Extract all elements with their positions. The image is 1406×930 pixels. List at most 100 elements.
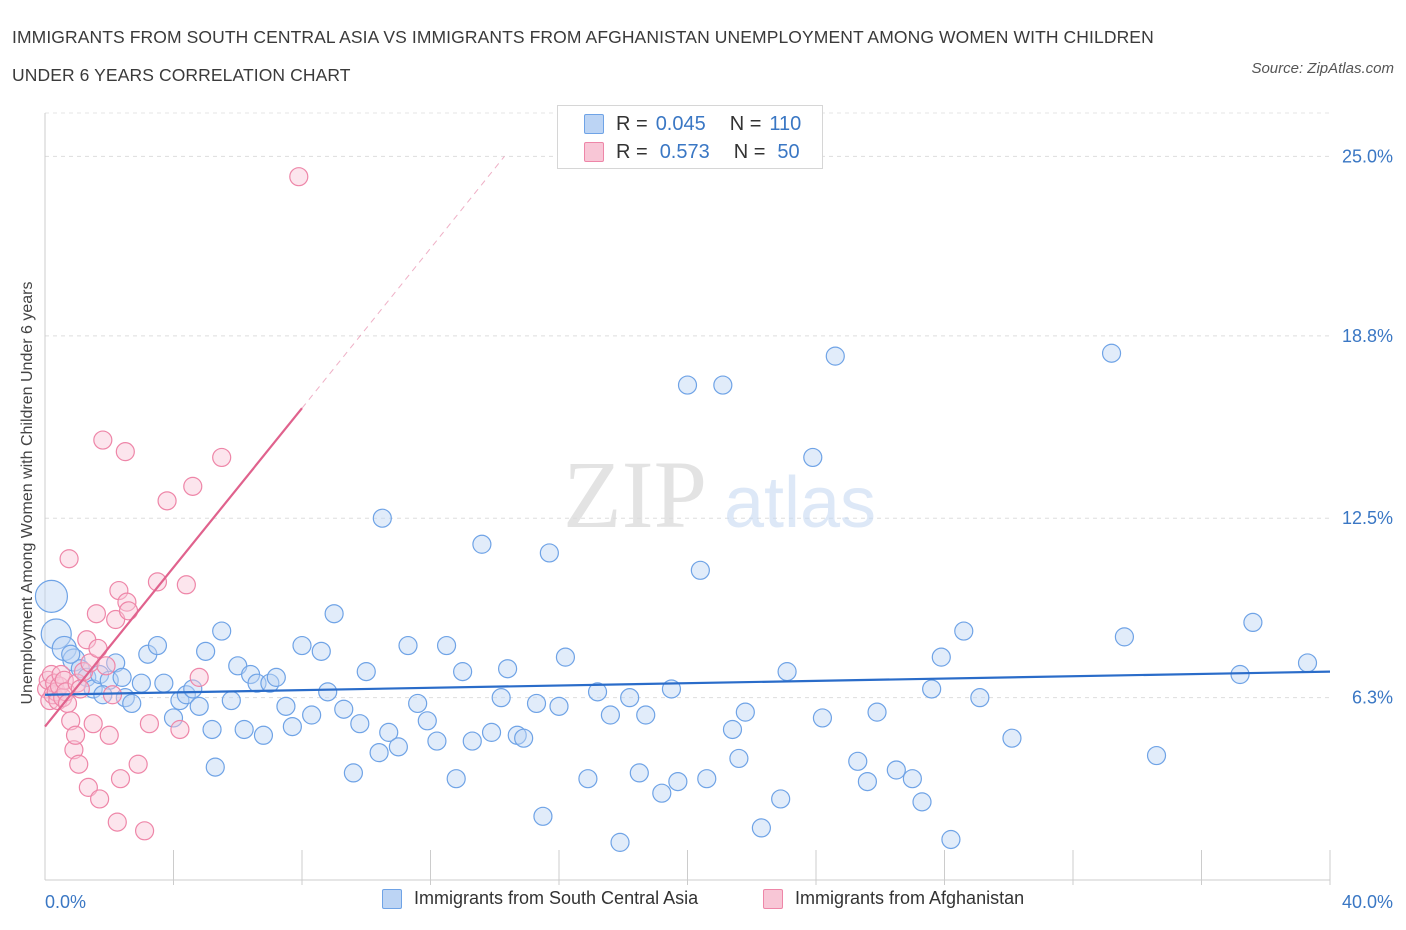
data-point: [668, 771, 688, 792]
source-label: Source: ZipAtlas.com: [1251, 60, 1394, 77]
data-point: [578, 769, 598, 789]
data-point: [735, 702, 755, 722]
data-point: [86, 604, 107, 624]
data-point: [1101, 343, 1122, 363]
data-point: [276, 696, 296, 716]
data-point: [212, 621, 232, 641]
legend-label-afghanistan: Immigrants from Afghanistan: [795, 888, 1025, 908]
data-point: [555, 647, 576, 667]
data-point: [292, 635, 312, 656]
data-point: [902, 769, 922, 789]
data-point: [526, 693, 547, 714]
data-point: [812, 708, 833, 728]
data-point: [350, 714, 370, 734]
data-point: [481, 722, 502, 742]
r-label: R =: [616, 140, 648, 163]
data-point: [713, 375, 733, 395]
data-point: [610, 832, 630, 852]
data-point: [93, 430, 113, 450]
data-point: [61, 644, 81, 664]
data-point: [183, 476, 203, 496]
data-point: [65, 725, 86, 745]
data-point: [922, 679, 942, 699]
data-point: [514, 728, 534, 748]
data-point: [110, 769, 131, 789]
legend-swatch-blue: [584, 114, 604, 134]
data-point: [40, 618, 72, 650]
y-tick-label: 18.8%: [1342, 326, 1393, 346]
n-value-pink: 50: [777, 140, 800, 163]
data-point: [90, 789, 110, 809]
data-point: [170, 719, 190, 740]
legend-row-afghanistan: R = 0.573 N = 50: [584, 139, 800, 165]
n-label: N =: [733, 140, 766, 163]
data-point: [629, 763, 649, 783]
trend-extension-afghanistan: [301, 156, 505, 409]
r-label: R =: [616, 112, 648, 135]
data-point: [356, 662, 376, 682]
legend-label-south-central-asia: Immigrants from South Central Asia: [414, 888, 699, 908]
data-point: [848, 751, 868, 771]
legend-row-south-central-asia: R = 0.045 N = 110: [584, 111, 801, 137]
r-value-pink: 0.573: [659, 140, 710, 163]
data-point: [491, 688, 511, 708]
data-point: [189, 667, 209, 687]
data-point: [941, 829, 961, 850]
data-point: [369, 743, 389, 763]
x-tick-label-max: 40.0%: [1342, 892, 1393, 912]
data-point: [189, 696, 209, 716]
data-point: [677, 375, 698, 395]
data-point: [372, 508, 392, 528]
data-point: [587, 682, 608, 702]
data-point: [202, 719, 222, 740]
data-point: [867, 702, 887, 722]
data-point: [139, 714, 160, 734]
data-point: [408, 693, 428, 714]
data-point: [205, 757, 225, 777]
data-point: [154, 673, 174, 693]
data-point: [147, 572, 168, 592]
data-point: [472, 534, 492, 554]
data-point: [1243, 612, 1263, 633]
data-point: [176, 575, 196, 595]
data-point: [388, 737, 408, 757]
data-point: [112, 667, 132, 687]
data-point: [67, 673, 87, 693]
data-point: [1297, 653, 1318, 673]
data-point: [221, 690, 241, 711]
data-point: [600, 705, 621, 725]
watermark: ZIP atlas: [563, 441, 876, 548]
legend-swatch-pink: [763, 888, 783, 909]
data-point: [282, 716, 302, 737]
data-point: [398, 635, 418, 656]
data-point: [59, 549, 79, 569]
data-point: [751, 818, 771, 838]
legend-swatch-pink: [584, 142, 604, 162]
data-point: [498, 659, 518, 679]
data-point: [549, 696, 569, 716]
data-point: [163, 708, 184, 728]
data-point: [115, 442, 135, 462]
data-point: [1230, 664, 1250, 685]
n-value-blue: 110: [769, 112, 802, 135]
data-point: [539, 543, 559, 563]
data-point: [954, 621, 974, 641]
legend-item-afghanistan: Immigrants from Afghanistan: [763, 888, 1024, 909]
data-point: [1114, 627, 1135, 647]
data-point: [34, 579, 69, 613]
data-point: [157, 491, 177, 511]
data-point: [436, 635, 457, 656]
trend-lines: [44, 156, 1331, 728]
data-point: [234, 719, 254, 740]
data-point: [771, 789, 791, 809]
data-point: [912, 792, 932, 812]
data-point: [96, 656, 116, 676]
data-point: [212, 447, 232, 468]
data-point: [697, 769, 717, 789]
data-point: [533, 806, 553, 826]
data-point: [379, 722, 399, 742]
grid-lines: [45, 112, 1330, 699]
trend-line-south-central-asia: [44, 670, 1331, 696]
data-point: [931, 647, 951, 667]
